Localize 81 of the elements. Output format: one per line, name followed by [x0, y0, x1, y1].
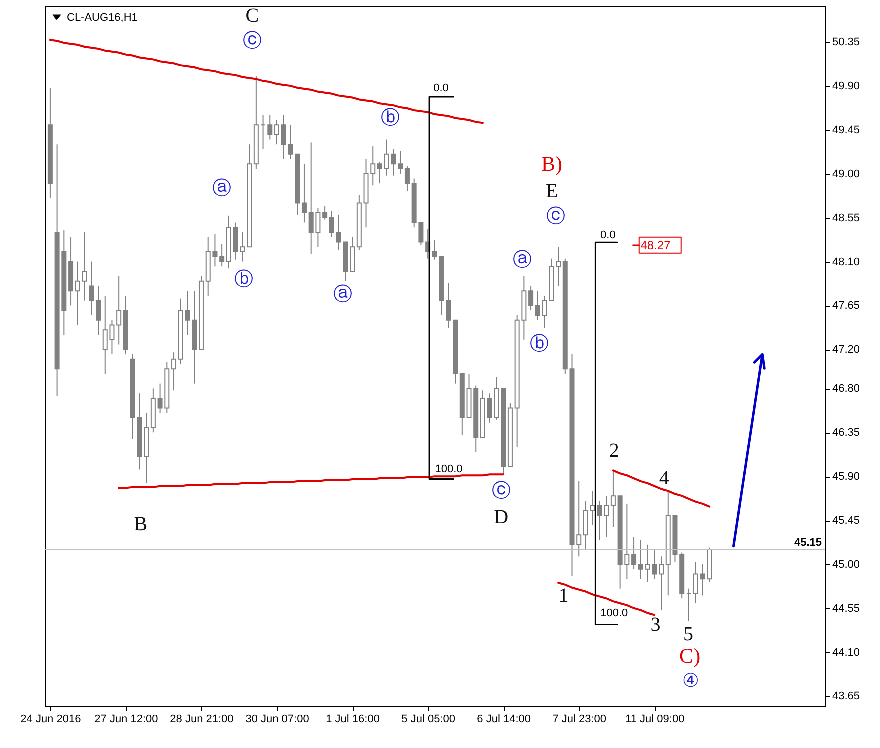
y-tick-label: 45.90: [832, 471, 860, 484]
candlestick: [268, 114, 273, 140]
annotation: C): [680, 644, 701, 668]
candlestick: [638, 540, 644, 580]
candlestick: [96, 286, 101, 336]
candlestick: [172, 352, 177, 392]
annotation: 100.0: [435, 463, 463, 476]
annotation: 1: [558, 585, 569, 608]
annotation: 4: [659, 468, 670, 490]
candlestick: [329, 210, 334, 238]
y-tick-label: 49.45: [832, 124, 860, 136]
candlestick: [75, 261, 80, 326]
annotation: 3: [650, 614, 661, 636]
y-tick-label: 49.90: [832, 80, 860, 93]
x-tick-label: 24 Jun 2016: [20, 714, 82, 726]
annotation: 5: [684, 624, 694, 646]
line-series: [612, 470, 711, 508]
x-tick-label: 27 Jun 12:00: [94, 714, 158, 726]
annotation: ⓒ: [546, 206, 566, 228]
candlestick: [398, 150, 404, 174]
candlestick: [116, 276, 122, 346]
candlestick: [597, 500, 602, 541]
annotation: B: [134, 514, 148, 536]
text: CL-AUG16,H1: [67, 12, 138, 24]
annotation: ⓑ: [381, 107, 400, 129]
candlestick: [556, 246, 562, 287]
annotation: 0.0: [600, 230, 616, 242]
annotation: ④: [682, 670, 700, 692]
annotation: ⓐ: [512, 249, 532, 272]
annotation: ⓐ: [212, 178, 232, 200]
candlestick: [535, 290, 540, 321]
candlestick: [89, 261, 94, 316]
y-tick-label: 50.35: [832, 36, 860, 49]
y-tick-label: 44.10: [832, 646, 860, 659]
candlestick: [528, 286, 534, 312]
x-tick-label: 28 Jun 21:00: [170, 714, 234, 726]
candlestick: [659, 556, 664, 611]
y-tick-label: 48.10: [832, 256, 860, 268]
candlestick: [322, 206, 328, 220]
annotation: 0.0: [434, 82, 449, 95]
annotation: B): [542, 152, 563, 176]
candlestick: [82, 232, 88, 302]
y-tick-label: 48.55: [832, 212, 860, 224]
candlestick: [404, 166, 410, 192]
x-tick-label: 7 Jul 23:00: [552, 714, 607, 726]
candlestick: [302, 164, 307, 224]
candlestick: [432, 240, 438, 260]
x-tick-label: 6 Jul 14:00: [477, 714, 531, 726]
candlestick: [632, 536, 637, 570]
y-tick-label: 45.45: [832, 515, 860, 528]
y-tick-label: 44.55: [832, 602, 860, 615]
candlestick: [610, 471, 616, 528]
candlestick: [220, 244, 225, 268]
annotation: 100.0: [600, 608, 628, 620]
x-tick-label: 1 Jul 16:00: [326, 714, 380, 726]
candlestick: [378, 162, 382, 184]
annotation: 2: [609, 440, 620, 462]
annotation: ⓒ: [242, 30, 262, 52]
y-tick-label: 47.20: [832, 344, 860, 356]
annotation: 48.27: [640, 238, 672, 252]
candlestick: [576, 480, 582, 558]
ref-line-label: 45.15: [794, 536, 822, 549]
y-tick-label: 49.00: [832, 168, 860, 180]
x-tick-label: 5 Jul 05:00: [402, 714, 456, 726]
y-tick-label: 47.65: [832, 300, 860, 312]
annotation: ⓑ: [234, 268, 254, 291]
annotation: D: [494, 506, 509, 529]
annotation: ⓐ: [333, 283, 352, 306]
annotation: E: [546, 180, 558, 202]
line-series: [558, 582, 656, 616]
annotation: ⓑ: [530, 333, 550, 356]
x-tick-label: 11 Jul 09:00: [626, 714, 685, 726]
y-tick-label: 46.80: [832, 383, 860, 396]
candlestick: [274, 120, 280, 146]
annotation: C: [246, 4, 260, 27]
annotation: ⓒ: [492, 480, 511, 502]
x-tick-label: 30 Jun 07:00: [246, 714, 310, 726]
candlestick: [604, 496, 610, 538]
y-tick-label: 45.00: [832, 558, 860, 571]
y-tick-label: 46.35: [832, 427, 860, 440]
y-tick-label: 43.65: [832, 690, 860, 703]
